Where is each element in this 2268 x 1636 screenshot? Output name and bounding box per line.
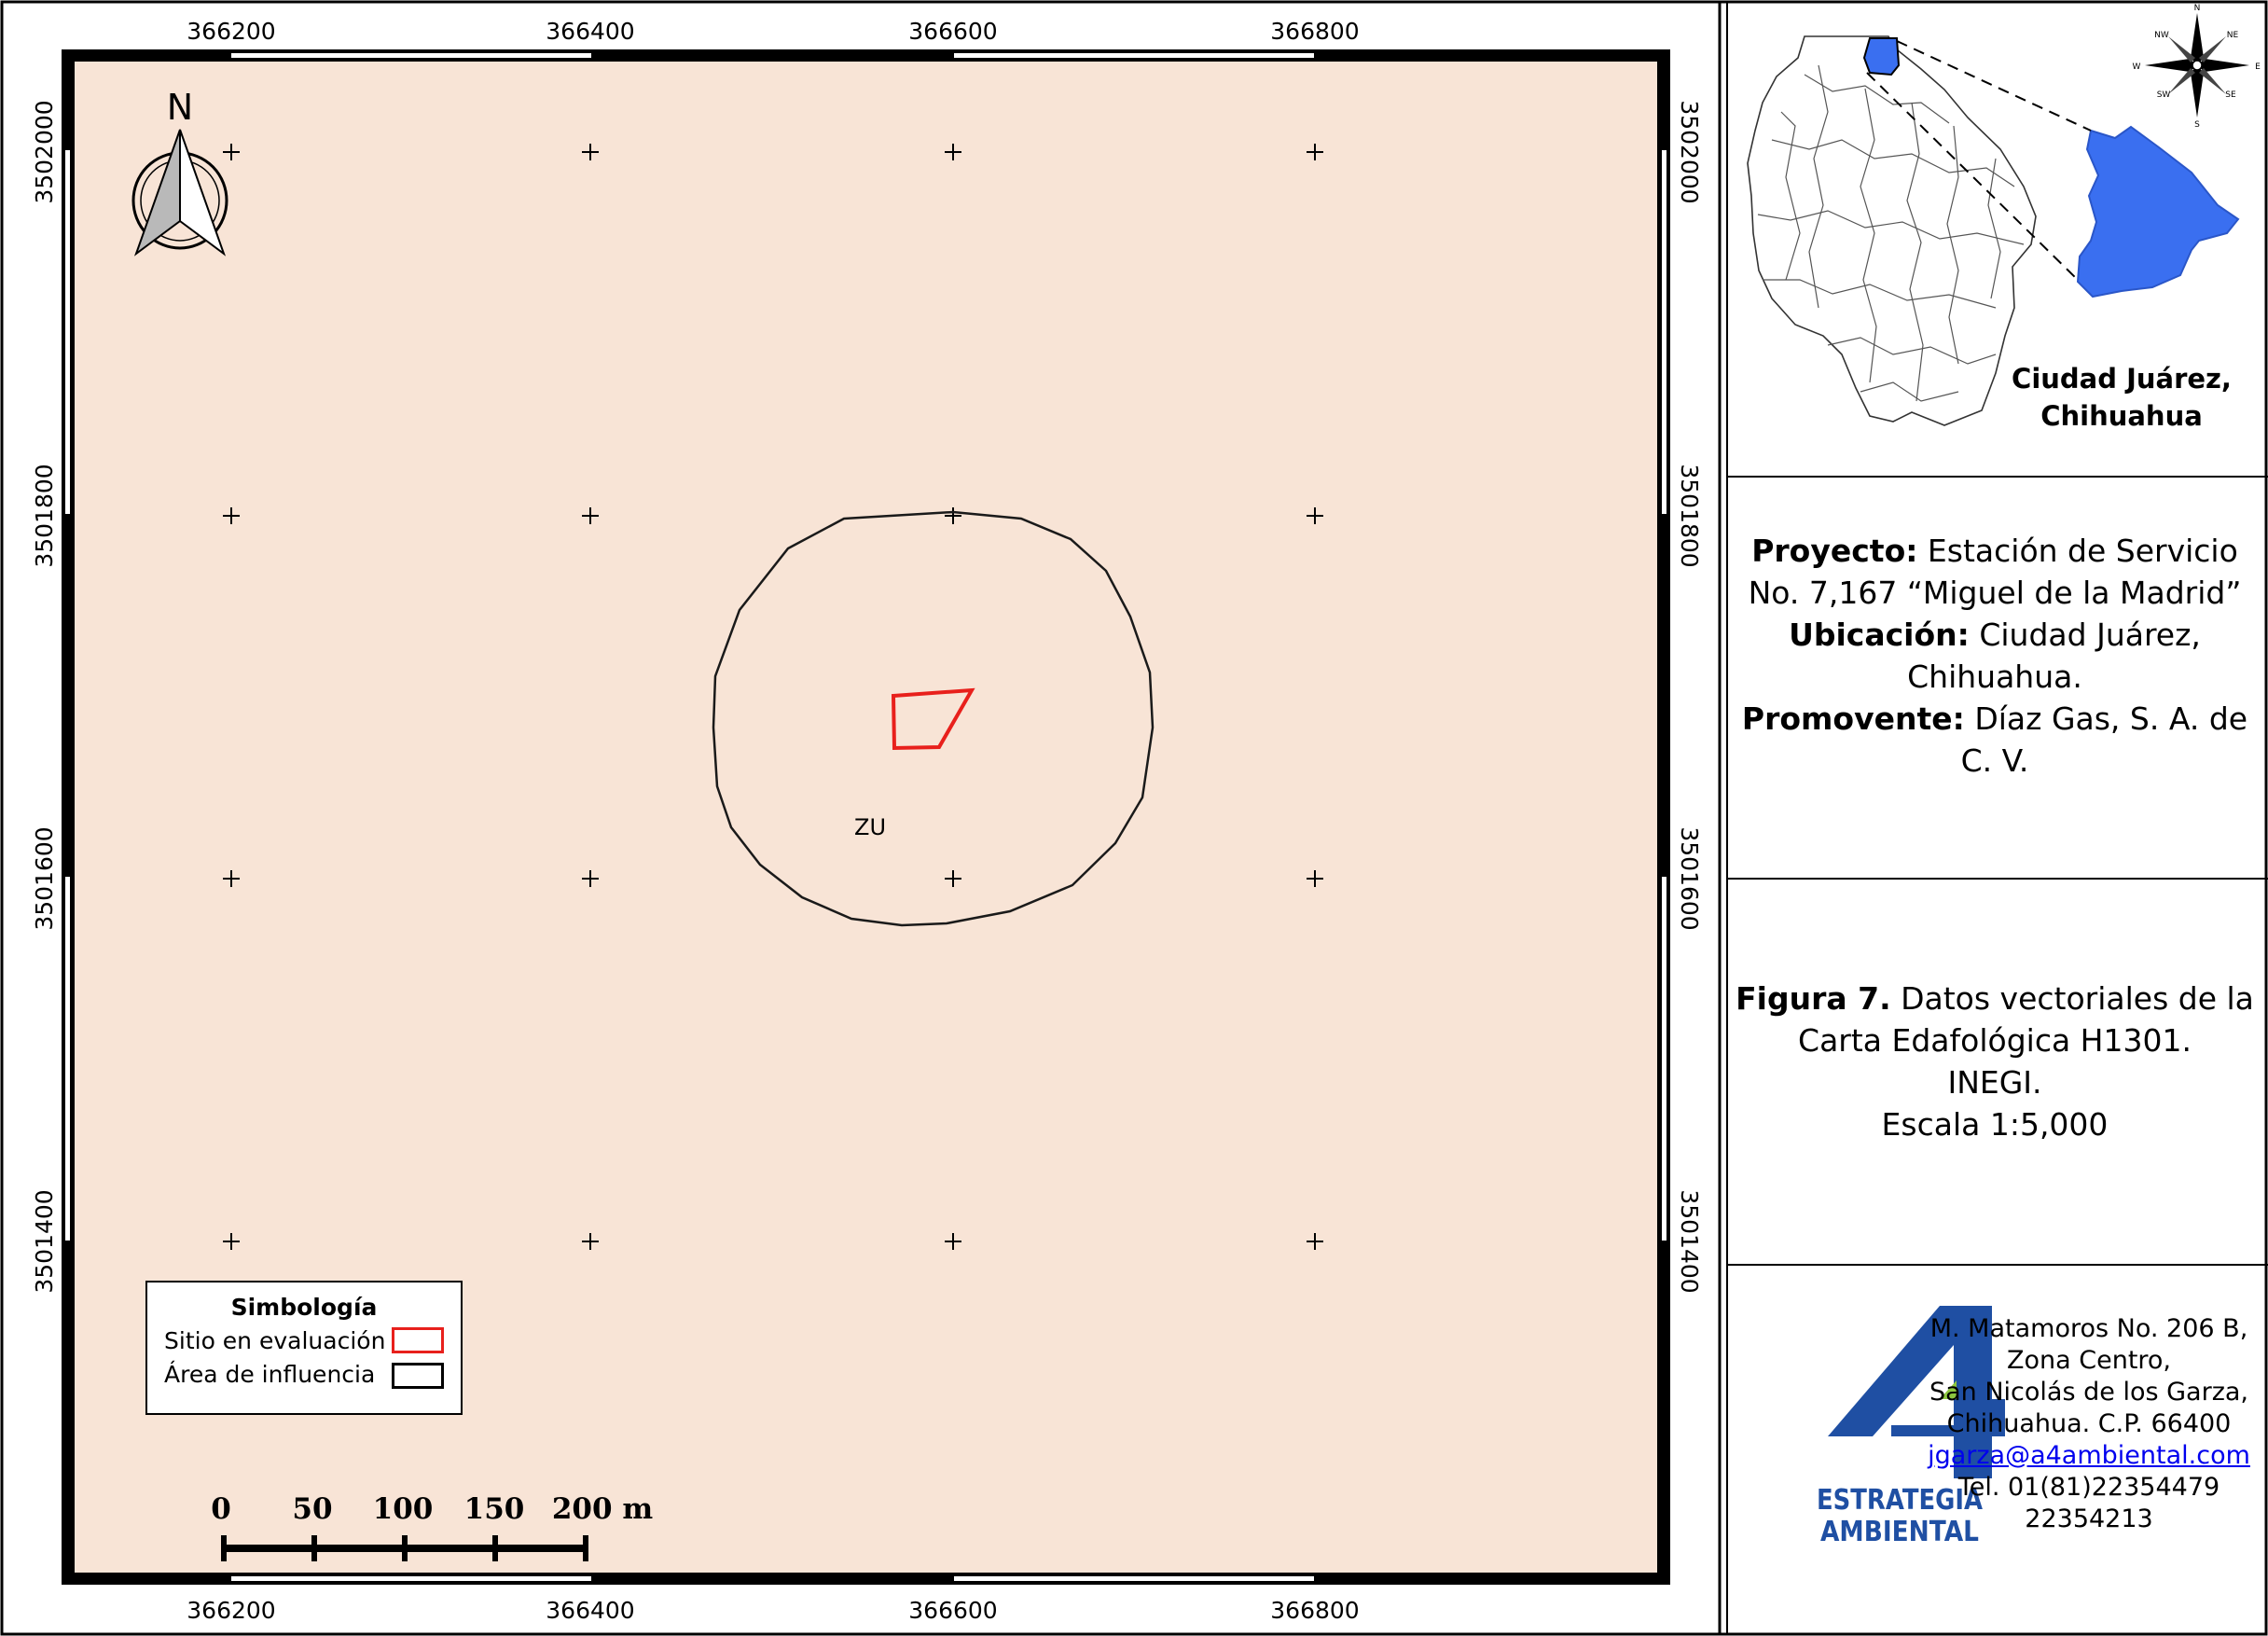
north-label: N	[167, 87, 193, 128]
x-tick-label: 366800	[1270, 1597, 1359, 1624]
y-tick-label: 3501800	[31, 464, 58, 567]
grid-cross	[582, 507, 599, 524]
project-label: Proyecto:	[1751, 533, 1918, 569]
grid-cross	[1307, 1233, 1323, 1250]
company-logo: ESTRATEGIA AMBIENTAL	[1817, 1306, 2005, 1548]
grid-cross	[223, 870, 240, 887]
logo-text-line1: ESTRATEGIA	[1817, 1484, 1984, 1517]
grid-cross	[223, 1233, 240, 1250]
compass-label: NE	[2227, 31, 2239, 40]
figure-caption: Figura 7. Datos vectoriales de la Carta …	[1722, 977, 2268, 1145]
scale-label: 0	[211, 1492, 231, 1526]
grid-cross	[223, 507, 240, 524]
municipal-boundaries	[1757, 64, 2025, 402]
location-label-bold: Ubicación:	[1789, 617, 1970, 653]
compass-label: NW	[2154, 31, 2169, 40]
x-tick-label: 366600	[908, 18, 997, 45]
grid-cross	[223, 144, 240, 160]
grid-cross	[582, 870, 599, 887]
y-tick-label: 3501800	[1676, 464, 1703, 567]
x-tick-label: 366400	[546, 1597, 634, 1624]
address-line: M. Matamoros No. 206 B,	[1929, 1314, 2248, 1343]
soil-unit-label: ZU	[854, 814, 886, 840]
site-polygon	[891, 687, 975, 751]
location-line: Chihuahua	[2040, 400, 2203, 432]
company-contact: M. Matamoros No. 206 B, Zona Centro, San…	[1912, 1313, 2266, 1535]
grid-crosses	[223, 144, 1323, 1250]
municipality-zoom	[2076, 125, 2240, 298]
grid-cross	[945, 870, 961, 887]
grid-cross	[945, 1233, 961, 1250]
grid-cross	[1307, 144, 1323, 160]
compass-rose: N NE E SE S SW W NW	[2133, 4, 2261, 130]
grid-cross	[582, 1233, 599, 1250]
scale-label: 150	[464, 1492, 525, 1526]
y-tick-label: 3501600	[1676, 826, 1703, 930]
x-tick-label: 366400	[546, 18, 634, 45]
grid-cross	[1307, 507, 1323, 524]
legend-item-label: Área de influencia	[164, 1361, 376, 1388]
location-value: Ciudad Juárez, Chihuahua.	[1907, 617, 2201, 695]
scale-label: 100	[373, 1492, 434, 1526]
legend-swatch-influence	[392, 1363, 444, 1389]
address-line: Zona Centro,	[2006, 1346, 2172, 1375]
project-info: Proyecto: Estación de Servicio No. 7,167…	[1722, 530, 2268, 782]
frame-graduation	[65, 53, 1666, 1581]
compass-label: SW	[2157, 90, 2171, 100]
grid-cross	[582, 144, 599, 160]
grid-cross	[945, 144, 961, 160]
legend-item-label: Sitio en evaluación	[164, 1327, 386, 1354]
figure-scale: Escala 1:5,000	[1881, 1106, 2109, 1143]
zoom-leader	[1866, 40, 2092, 283]
logo-text-line2: AMBIENTAL	[1820, 1516, 1979, 1548]
x-tick-label: 366200	[187, 18, 275, 45]
location-line: Ciudad Juárez,	[2012, 363, 2232, 395]
y-tick-label: 3502000	[1676, 100, 1703, 203]
location-label: Ciudad Juárez, Chihuahua	[1986, 360, 2257, 435]
compass-label: SE	[2225, 90, 2236, 100]
address-line: Chihuahua. C.P. 66400	[1946, 1409, 2232, 1438]
influence-area	[712, 510, 1155, 927]
y-tick-label: 3501600	[31, 826, 58, 930]
y-tick-label: 3501400	[31, 1189, 58, 1293]
grid-cross	[945, 507, 961, 524]
promoter-value: Díaz Gas, S. A. de C. V.	[1960, 700, 2248, 779]
locator-map: N NE E SE S SW W NW	[1747, 4, 2261, 426]
municipality-highlight	[1862, 37, 1901, 76]
north-arrow: N	[131, 87, 228, 256]
project-value: Estación de Servicio No. 7,167 “Miguel d…	[1748, 533, 2242, 611]
legend-box: Simbología Sitio en evaluación Área de i…	[145, 1281, 463, 1415]
promoter-label: Promovente:	[1741, 700, 1965, 737]
phone-line: Tel. 01(81)22354479	[1957, 1473, 2220, 1502]
scale-label: 200 m	[552, 1492, 654, 1526]
compass-label: E	[2255, 62, 2261, 72]
y-tick-label: 3501400	[1676, 1189, 1703, 1293]
x-tick-label: 366200	[187, 1597, 275, 1624]
compass-label: S	[2194, 120, 2200, 130]
email-link[interactable]: jgarza@a4ambiental.com	[1928, 1441, 2250, 1470]
grid-cross	[1307, 870, 1323, 887]
scale-label: 50	[292, 1492, 332, 1526]
legend-title: Simbología	[230, 1294, 378, 1321]
x-tick-label: 366600	[908, 1597, 997, 1624]
figure-title: Datos vectoriales de la Carta Edafológic…	[1798, 980, 2254, 1059]
figure-source: INEGI.	[1947, 1064, 2042, 1101]
compass-label: N	[2194, 4, 2201, 13]
compass-label: W	[2133, 62, 2141, 72]
phone-line: 22354213	[2025, 1504, 2153, 1533]
scale-bar: 0 50 100 150 200 m	[211, 1492, 653, 1561]
y-tick-label: 3502000	[31, 100, 58, 203]
address-line: San Nicolás de los Garza,	[1929, 1378, 2248, 1407]
figure-label: Figura 7.	[1736, 980, 1891, 1017]
legend-swatch-site	[392, 1327, 444, 1353]
x-tick-label: 366800	[1270, 18, 1359, 45]
state-outline	[1747, 35, 2037, 426]
